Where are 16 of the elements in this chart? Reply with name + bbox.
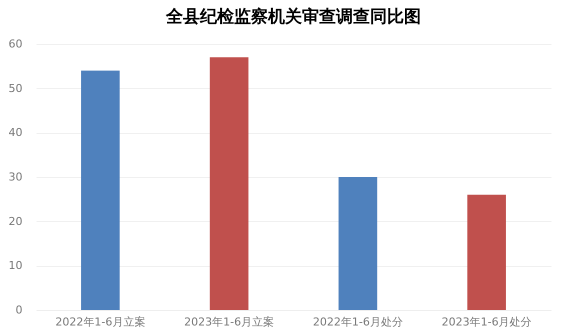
y-tick-label: 40 <box>8 126 22 140</box>
x-tick-label: 2023年1-6月处分 <box>442 316 532 328</box>
y-tick-label: 20 <box>8 214 22 228</box>
bar <box>467 194 506 310</box>
y-tick-label: 0 <box>16 304 22 316</box>
x-tick-label: 2022年1-6月处分 <box>312 316 403 328</box>
x-tick-label: 2022年1-6月立案 <box>55 316 146 328</box>
y-tick-label: 30 <box>8 170 22 184</box>
x-tick-label: 2023年1-6月立案 <box>184 316 274 328</box>
bar <box>81 70 120 310</box>
chart-title: 全县纪检监察机关审查调查同比图 <box>165 7 421 27</box>
y-tick-label: 50 <box>8 82 22 95</box>
bar <box>210 57 248 310</box>
y-tick-label: 10 <box>8 259 22 272</box>
y-tick-label: 60 <box>8 38 22 50</box>
bar <box>338 177 378 310</box>
